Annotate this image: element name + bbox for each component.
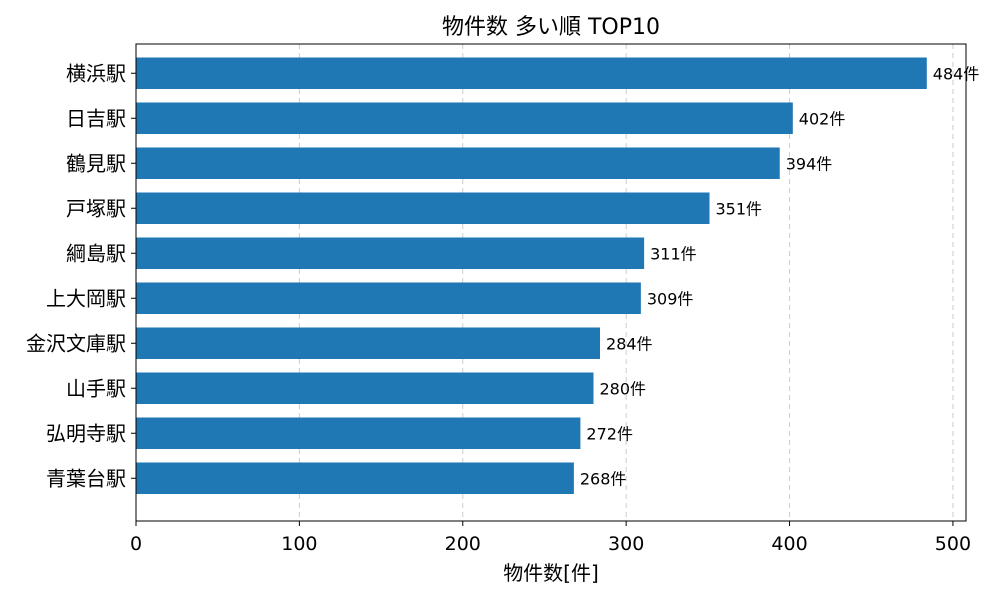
data-label-3: 394件 bbox=[786, 154, 833, 173]
category-label-7: 金沢文庫駅 bbox=[26, 331, 126, 355]
category-label-8: 山手駅 bbox=[66, 376, 126, 400]
data-label-7: 284件 bbox=[606, 334, 653, 353]
category-label-2: 日吉駅 bbox=[66, 106, 126, 130]
category-label-4: 戸塚駅 bbox=[66, 196, 126, 220]
bar-5 bbox=[136, 237, 645, 269]
x-tick-label-500: 500 bbox=[935, 533, 971, 555]
x-axis-label: 物件数[件] bbox=[503, 561, 599, 585]
x-tick-label-200: 200 bbox=[445, 533, 481, 555]
data-label-5: 311件 bbox=[650, 244, 697, 263]
x-tick-label-400: 400 bbox=[771, 533, 807, 555]
category-label-5: 綱島駅 bbox=[66, 241, 126, 265]
chart-title: 物件数 多い順 TOP10 bbox=[442, 15, 660, 40]
plot-frame bbox=[135, 43, 967, 522]
category-label-1: 横浜駅 bbox=[66, 61, 126, 85]
x-tick-label-100: 100 bbox=[281, 533, 317, 555]
category-label-9: 弘明寺駅 bbox=[46, 421, 126, 445]
category-label-10: 青葉台駅 bbox=[46, 466, 126, 490]
data-label-6: 309件 bbox=[647, 289, 694, 308]
data-label-1: 484件 bbox=[933, 64, 980, 83]
data-label-8: 280件 bbox=[599, 379, 646, 398]
bar-3 bbox=[136, 147, 780, 179]
bar-8 bbox=[136, 372, 594, 404]
bar-9 bbox=[136, 417, 581, 449]
bar-4 bbox=[136, 192, 710, 224]
bar-6 bbox=[136, 282, 641, 314]
data-label-2: 402件 bbox=[799, 109, 846, 128]
bars bbox=[136, 57, 927, 494]
category-label-6: 上大岡駅 bbox=[46, 286, 126, 310]
category-label-3: 鶴見駅 bbox=[66, 151, 126, 175]
bar-7 bbox=[136, 327, 601, 359]
bar-10 bbox=[136, 462, 574, 494]
x-tick-label-0: 0 bbox=[130, 533, 142, 555]
x-tick-label-300: 300 bbox=[608, 533, 644, 555]
data-label-10: 268件 bbox=[580, 469, 627, 488]
data-labels: 484件 402件 394件 351件 311件 309件 284件 280件 272件 268件 bbox=[580, 64, 979, 488]
x-axis-ticks: 0 100 200 300 400 500 bbox=[130, 521, 971, 555]
bar-2 bbox=[136, 102, 793, 134]
data-label-9: 272件 bbox=[586, 424, 633, 443]
bar-1 bbox=[136, 57, 927, 89]
data-label-4: 351件 bbox=[715, 199, 762, 218]
